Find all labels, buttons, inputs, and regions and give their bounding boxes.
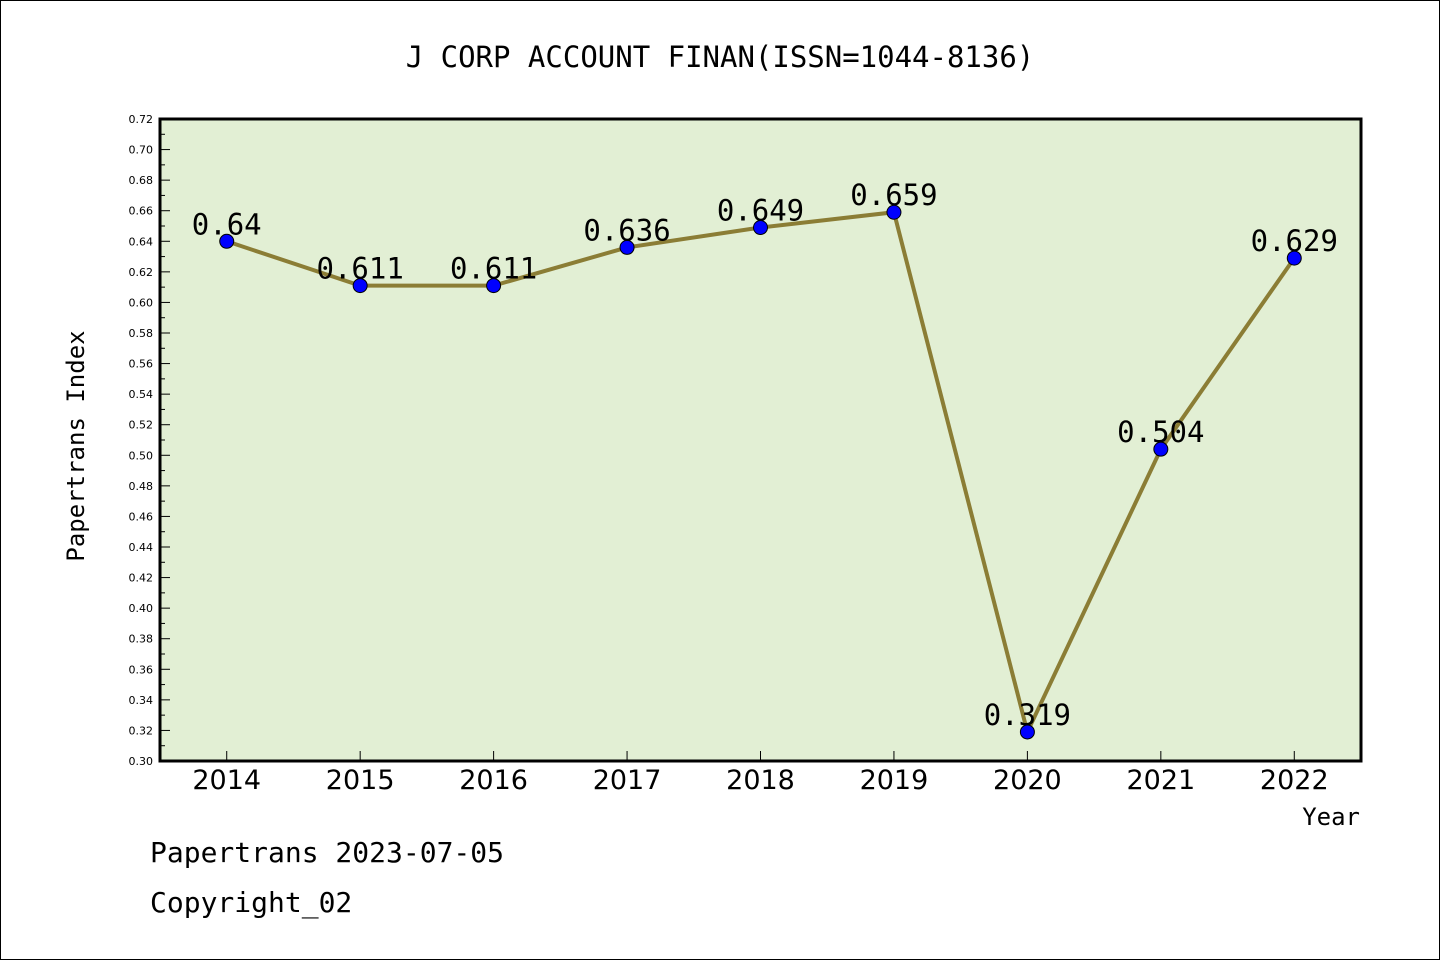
x-tick-label: 2015	[326, 765, 395, 796]
y-tick-label: 0.44	[129, 541, 154, 554]
data-point	[1153, 441, 1169, 457]
footer-date: Papertrans 2023-07-05	[150, 836, 505, 869]
y-tick-label: 0.34	[129, 694, 154, 707]
data-point	[352, 278, 368, 294]
data-label: 0.636	[583, 213, 670, 247]
data-point	[886, 204, 902, 220]
y-tick-label: 0.36	[129, 663, 154, 676]
y-tick-label: 0.50	[129, 449, 154, 462]
data-label: 0.611	[450, 252, 537, 286]
y-axis-title: Papertrans Index	[62, 330, 90, 561]
y-tick-label: 0.60	[129, 296, 154, 309]
y-tick-label: 0.56	[129, 358, 154, 371]
y-tick-label: 0.54	[129, 388, 154, 401]
y-minor-ticks	[160, 118, 1295, 762]
y-tick-label: 0.42	[129, 572, 154, 585]
y-tick-label: 0.58	[129, 327, 154, 340]
y-tick-label: 0.48	[129, 480, 154, 493]
plot-border	[158, 117, 1363, 763]
y-tick-label: 0.32	[129, 724, 154, 737]
y-tick-label: 0.68	[129, 174, 154, 187]
y-tick-label: 0.30	[129, 755, 154, 768]
x-tick-label: 2022	[1260, 765, 1329, 796]
y-tick-label: 0.70	[129, 144, 154, 157]
data-label: 0.649	[717, 194, 804, 228]
y-tick-label: 0.72	[129, 113, 154, 126]
x-tick-label: 2020	[993, 765, 1062, 796]
x-tick-label: 2018	[726, 765, 795, 796]
data-point	[486, 278, 502, 294]
y-tick-label: 0.66	[129, 205, 154, 218]
y-tick-label: 0.46	[129, 510, 154, 523]
marker-layer	[219, 204, 1302, 740]
x-axis-title: Year	[1302, 803, 1360, 831]
chart-title: J CORP ACCOUNT FINAN(ISSN=1044-8136)	[406, 40, 1035, 74]
data-point	[1286, 250, 1302, 266]
y-tick-label: 0.52	[129, 419, 154, 432]
data-point	[619, 239, 635, 255]
data-label: 0.611	[317, 252, 404, 286]
x-tick-label: 2021	[1126, 765, 1195, 796]
x-tick-label: 2014	[192, 765, 261, 796]
y-tick-label: 0.64	[129, 235, 154, 248]
y-tick-label: 0.40	[129, 602, 154, 615]
y-tick-labels: 0.30 0.32 0.34 0.36 0.38 0.40 0.42 0.44 0.46 0.48…	[129, 113, 154, 768]
data-label: 0.504	[1117, 415, 1204, 449]
x-tick-label: 2016	[459, 765, 528, 796]
data-label: 0.64	[192, 207, 262, 241]
data-label: 0.319	[984, 698, 1071, 732]
footer-copyright: Copyright_02	[150, 886, 353, 919]
y-tick-label: 0.38	[129, 633, 154, 646]
data-point	[1019, 724, 1035, 740]
data-label: 0.629	[1251, 224, 1338, 258]
x-tick-label: 2017	[593, 765, 662, 796]
data-point	[753, 220, 768, 236]
y-tick-label: 0.62	[129, 266, 154, 279]
x-tick-labels: 2014 2015 2016 2017 2018 2019 2020 2021 2022	[192, 765, 1328, 796]
data-point	[219, 233, 235, 249]
data-label-layer: 0.64 0.611 0.611 0.636 0.649 0.659 0.319 0.504 0…	[192, 178, 1338, 732]
data-label: 0.659	[850, 178, 937, 212]
x-tick-label: 2019	[860, 765, 929, 796]
